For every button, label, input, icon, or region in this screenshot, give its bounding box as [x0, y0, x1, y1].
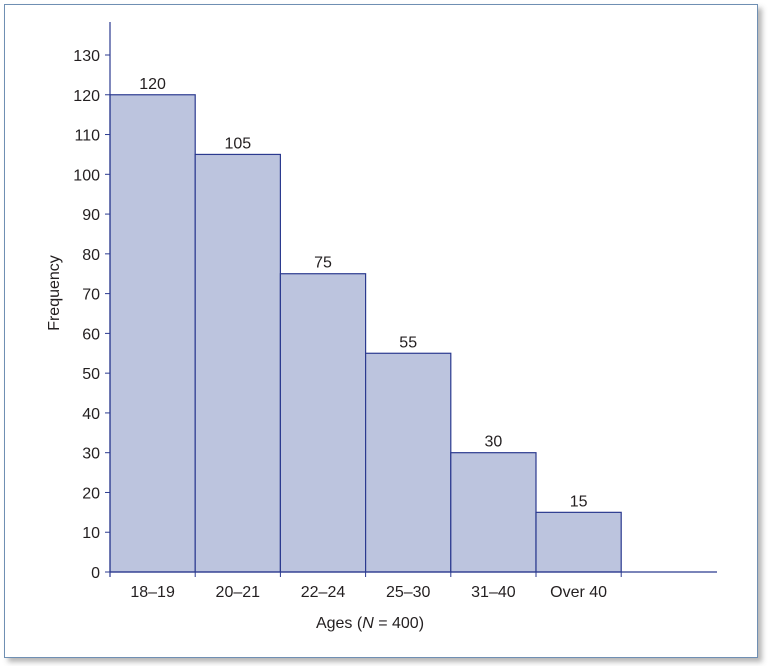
bar-value-label: 55 — [399, 334, 417, 351]
y-tick-label: 0 — [91, 565, 100, 582]
bar-1 — [109, 94, 196, 573]
y-axis: 0 10 20 30 40 50 60 70 80 90 100 110 120 130 — [73, 22, 111, 582]
y-tick-label: 110 — [74, 128, 100, 145]
bars-group — [109, 94, 622, 573]
x-tick-label: 18–19 — [130, 584, 175, 601]
y-tick-label: 90 — [82, 207, 100, 224]
y-tick-label: 70 — [82, 287, 100, 304]
x-tick-label: Over 40 — [550, 584, 607, 601]
y-tick-label: 80 — [82, 247, 100, 264]
bar-4 — [365, 352, 452, 573]
y-tick-label: 50 — [82, 366, 100, 383]
x-axis-label-variable: N — [362, 615, 374, 632]
x-tick-label: 31–40 — [471, 584, 516, 601]
y-tick-label: 40 — [82, 406, 100, 423]
bar-value-label: 105 — [224, 135, 251, 152]
x-tick-label: 22–24 — [301, 584, 346, 601]
y-tick-label: 20 — [82, 485, 100, 502]
x-tick-label: 25–30 — [386, 584, 431, 601]
bar-6 — [535, 511, 622, 573]
bar-value-label: 120 — [139, 76, 166, 93]
x-axis: 18–19 20–21 22–24 25–30 31–40 Over 40 — [110, 571, 717, 601]
bar-value-label: 15 — [570, 493, 588, 510]
y-tick-label: 10 — [82, 525, 100, 542]
bar-2 — [194, 153, 281, 573]
bar-5 — [450, 452, 537, 573]
y-axis-label: Frequency — [46, 255, 63, 331]
x-axis-label: Ages (N = 400) — [316, 615, 424, 632]
y-tick-label: 60 — [82, 326, 100, 343]
bar-3 — [279, 273, 367, 573]
x-axis-label-suffix: = 400) — [374, 615, 424, 632]
x-tick-label: 20–21 — [216, 584, 261, 601]
y-tick-label: 130 — [73, 48, 100, 65]
bar-value-label: 75 — [314, 255, 332, 272]
y-tick-label: 100 — [73, 167, 100, 184]
y-tick-label: 120 — [73, 88, 100, 105]
x-axis-label-prefix: Ages ( — [316, 615, 363, 632]
bar-value-label: 30 — [485, 434, 503, 451]
bar-labels-group: 120 105 75 55 30 15 — [139, 76, 587, 511]
y-tick-label: 30 — [82, 446, 100, 463]
